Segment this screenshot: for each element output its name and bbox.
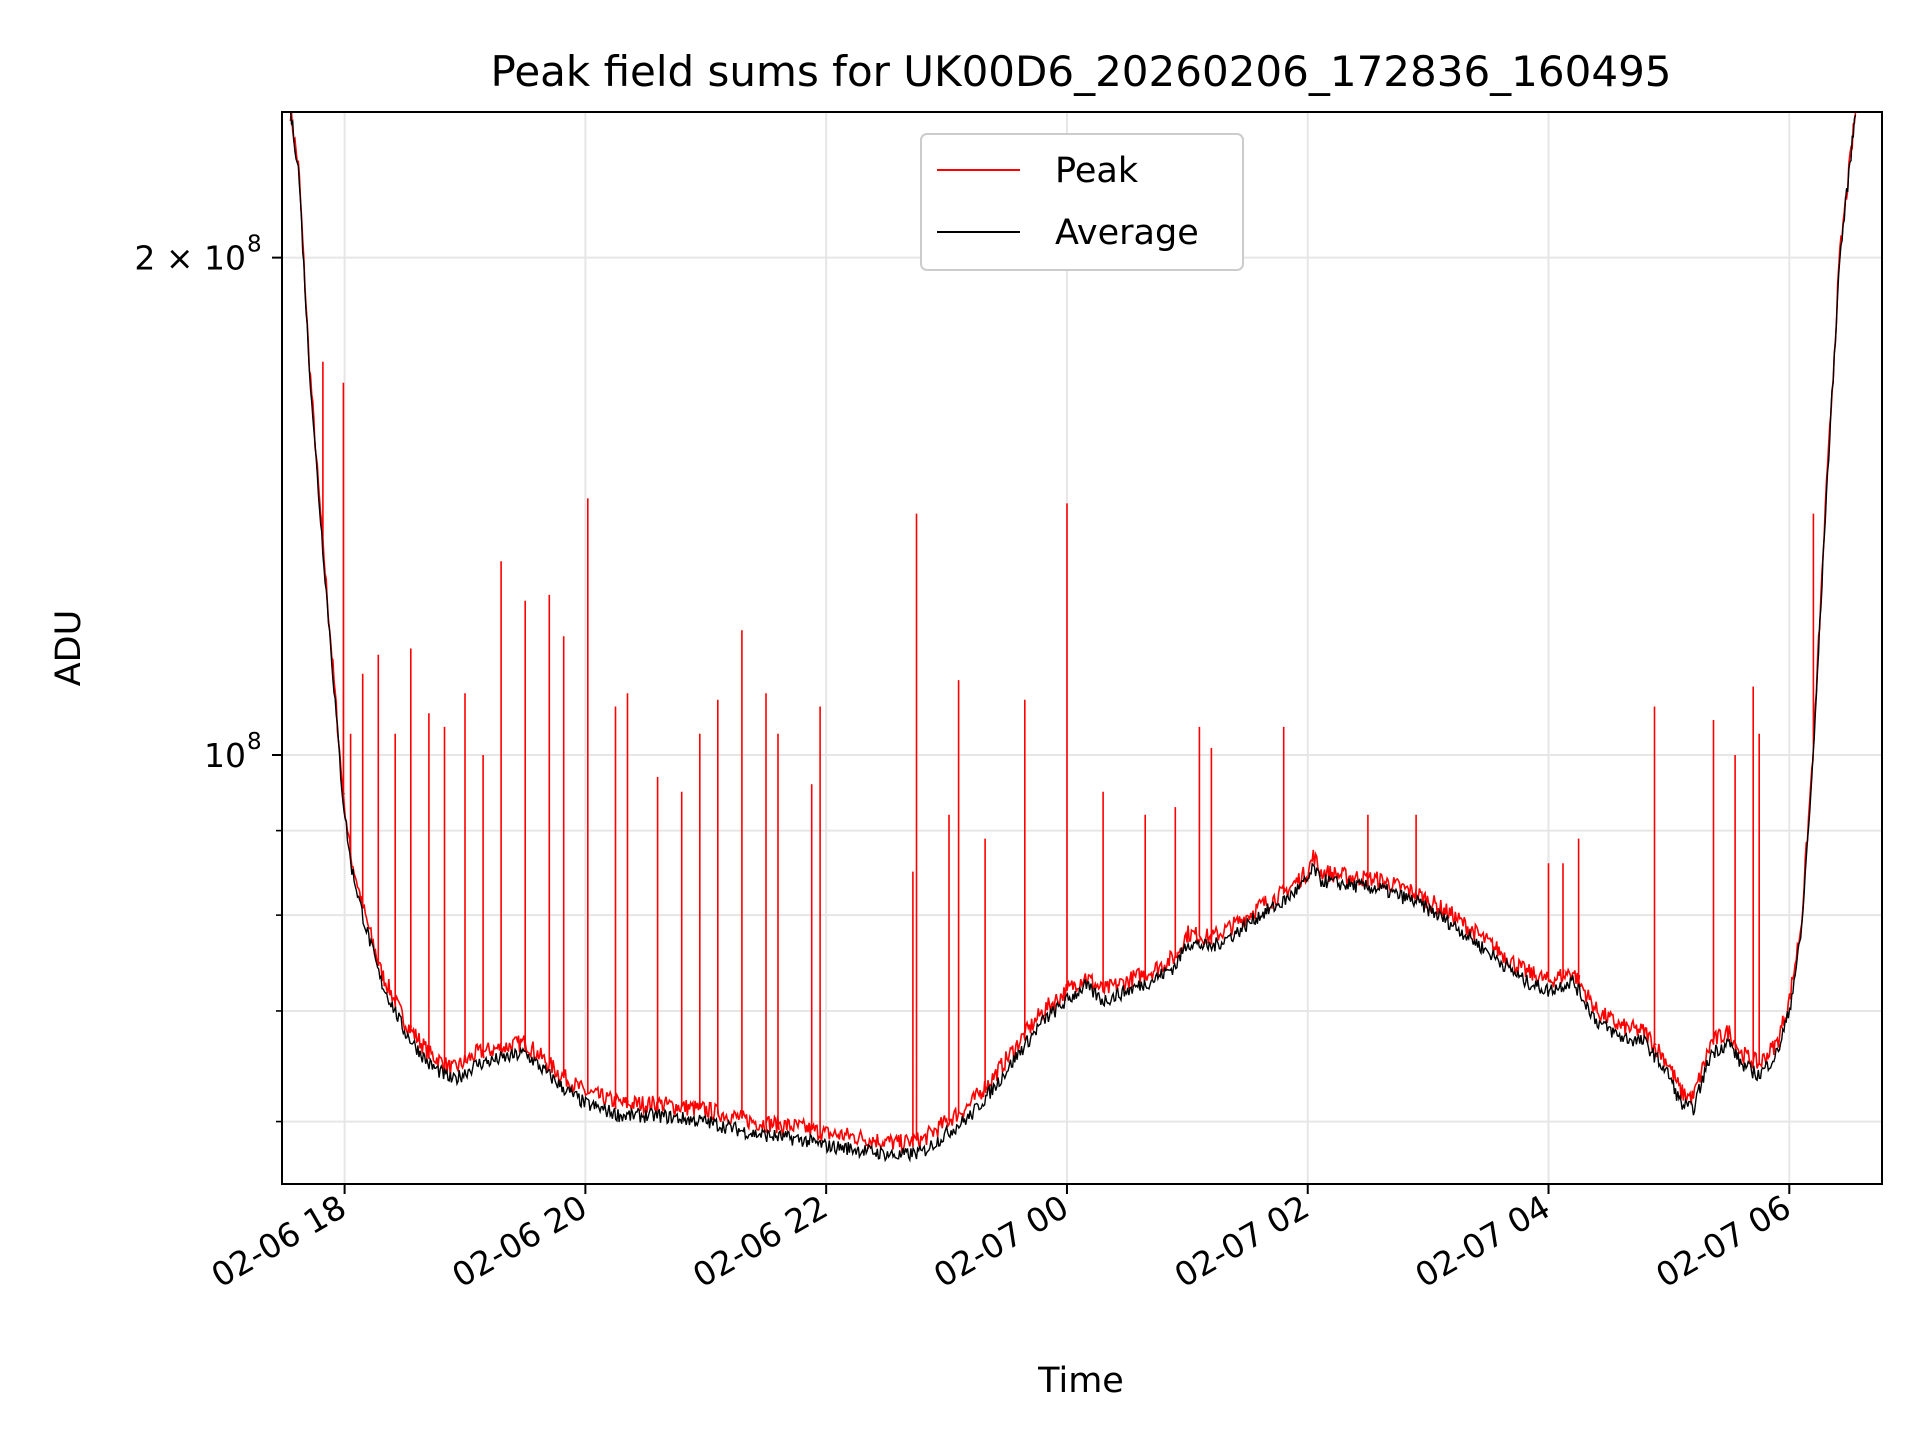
series-peak-line [289,112,1857,1154]
y-tick-label-0: 10 [204,736,246,775]
legend-peak-label: Peak [1055,151,1139,191]
legend: Peak Average [920,133,1244,271]
plot-frame [281,111,1883,1185]
legend-average-label: Average [1055,213,1199,253]
series-average-line [289,112,1857,1163]
x-axis-title: Time [1037,1361,1124,1401]
y-tick-label-exp-0: 8 [247,729,262,755]
y-tick-label-exp-1: 8 [247,232,262,258]
y-axis-title: ADU [49,610,89,687]
y-axis: 10 82 × 10 8 [134,232,282,1123]
chart-title: Peak field sums for UK00D6_20260206_1728… [490,47,1671,96]
legend-box [920,133,1244,271]
plot-area [289,112,1857,1163]
y-tick-label-1: 2 × 10 [134,239,246,278]
